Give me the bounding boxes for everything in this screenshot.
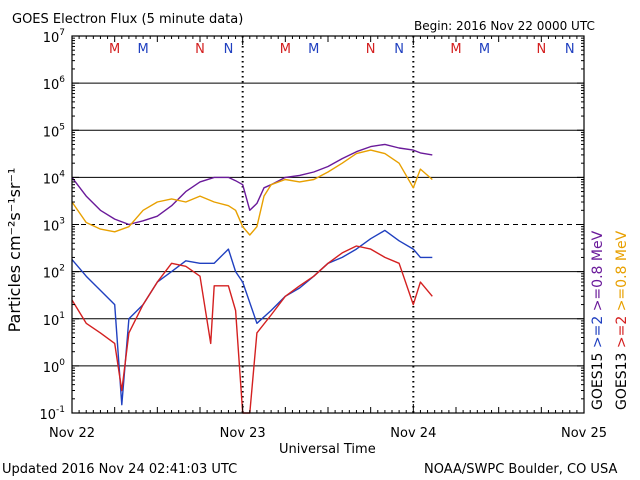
marker-n: N [195,42,205,57]
legend: GOES15 >=2 >=0.8 MeV GOES13 >=2 >=0.8 MeV [590,230,630,410]
chart-begin-time: Begin: 2016 Nov 22 0000 UTC [414,19,595,33]
footer-credit: NOAA/SWPC Boulder, CO USA [424,462,617,477]
marker-m: M [138,42,149,57]
footer-updated: Updated 2016 Nov 24 02:41:03 UTC [2,462,237,477]
marker-m: M [479,42,490,57]
x-tick-label: Nov 24 [390,426,436,441]
marker-n: N [394,42,404,57]
marker-n: N [366,42,376,57]
series-line-goes15-08MeV [71,143,433,226]
x-tick-label: Nov 25 [561,426,607,441]
y-axis-ticks: 107 106 105 104 103 102 101 100 10-1 [39,28,584,423]
x-axis-ticks: Nov 22 Nov 23 Nov 24 Nov 25 [49,36,607,441]
marker-m: M [280,42,291,57]
marker-n: N [536,42,546,57]
legend-group-label: GOES15 >=2 >=0.8 MeV [590,230,606,410]
legend-group-label: GOES13 >=2 >=0.8 MeV [614,230,630,410]
y-tick-label: 100 [43,358,66,376]
marker-m: M [308,42,319,57]
y-tick-label: 107 [43,28,65,46]
x-tick-label: Nov 22 [49,426,95,441]
y-tick-label: 102 [43,264,65,282]
horizontal-gridlines [72,82,584,367]
marker-m: M [450,42,461,57]
y-tick-label: 106 [43,75,66,93]
marker-n: N [565,42,575,57]
chart-title: GOES Electron Flux (5 minute data) [12,12,243,27]
marker-m: M [109,42,120,57]
series-line-goes13-08MeV [71,149,433,236]
y-tick-label: 103 [43,217,65,235]
y-tick-label: 104 [43,169,66,187]
y-axis-label: Particles cm⁻²s⁻¹sr⁻¹ [5,168,24,333]
x-tick-label: Nov 23 [220,426,266,441]
y-tick-label: 101 [43,311,65,329]
y-tick-label: 10-1 [39,405,65,423]
marker-n: N [224,42,234,57]
x-axis-label: Universal Time [279,442,376,457]
y-tick-label: 105 [43,122,65,140]
